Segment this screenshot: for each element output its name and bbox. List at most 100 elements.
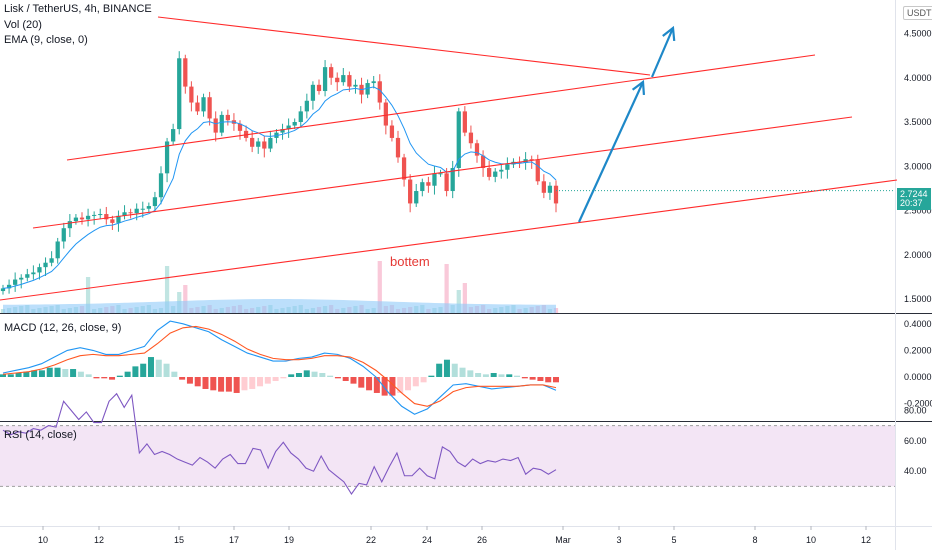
macd-histogram-bar xyxy=(194,377,201,387)
macd-histogram-bar xyxy=(428,375,435,377)
candle-body xyxy=(31,272,36,275)
macd-histogram-bar xyxy=(70,369,77,377)
arrow-up-target-shaft xyxy=(650,27,675,78)
candle-body xyxy=(395,137,401,158)
candle-body xyxy=(371,81,376,84)
macd-histogram-bar xyxy=(163,363,170,377)
candle-body xyxy=(37,267,42,273)
candle-body xyxy=(92,214,97,216)
macd-legend[interactable]: MACD (12, 26, close, 9) xyxy=(4,322,122,334)
candle-body xyxy=(256,141,261,147)
last-price-badge: 2.7244 20:37 xyxy=(897,188,931,210)
macd-histogram-bar xyxy=(62,369,69,377)
currency-badge[interactable]: USDT xyxy=(903,6,932,20)
volume-bar xyxy=(164,266,170,313)
macd-histogram-bar xyxy=(529,377,536,380)
macd-histogram-bar xyxy=(218,377,225,392)
candle-body xyxy=(268,137,273,149)
macd-histogram-bar xyxy=(389,377,396,396)
macd-histogram-bar xyxy=(101,377,108,379)
macd-histogram-bar xyxy=(334,377,341,379)
macd-histogram-bar xyxy=(475,373,482,377)
candle-body xyxy=(6,284,12,289)
macd-histogram-bar xyxy=(381,377,388,396)
macd-histogram-bar xyxy=(7,374,14,377)
ema-line xyxy=(2,86,557,289)
macd-histogram-bar xyxy=(116,375,123,377)
candle-body xyxy=(535,160,540,182)
candle-body xyxy=(183,58,188,87)
macd-histogram-bar xyxy=(140,363,147,377)
macd-histogram-bar xyxy=(257,377,264,387)
vol-legend[interactable]: Vol (20) xyxy=(4,19,42,31)
candle-body xyxy=(195,102,200,112)
candle-body xyxy=(225,114,230,121)
candle-body xyxy=(55,241,60,259)
candle-body xyxy=(49,258,54,263)
macd-histogram-bar xyxy=(506,374,513,377)
trend-line xyxy=(0,179,898,301)
time-tick-label: 15 xyxy=(174,535,184,545)
macd-histogram-bar xyxy=(366,377,373,391)
rsi-legend[interactable]: RSI (14, close) xyxy=(4,429,77,441)
macd-histogram-bar xyxy=(451,363,458,377)
candle-body xyxy=(420,182,425,192)
volume-bar xyxy=(183,285,188,313)
macd-histogram-bar xyxy=(241,377,248,391)
macd-histogram-bar xyxy=(405,377,412,391)
macd-histogram-bar xyxy=(109,377,116,380)
ema-legend[interactable]: EMA (9, close, 0) xyxy=(4,34,88,46)
candle-body xyxy=(365,83,370,95)
arrow-up-target-head xyxy=(662,25,676,42)
candle-body xyxy=(316,84,322,92)
price-tick-label: 4.5000 xyxy=(904,29,932,39)
candle-body xyxy=(468,132,474,144)
candle-body xyxy=(438,173,443,175)
candle-body xyxy=(541,181,546,193)
macd-histogram-bar xyxy=(295,373,302,377)
time-tick-label: 26 xyxy=(477,535,487,545)
macd-histogram-bar xyxy=(23,371,30,377)
macd-histogram-bar xyxy=(443,359,450,377)
macd-histogram-bar xyxy=(233,377,240,393)
macd-histogram-bar xyxy=(155,359,162,377)
macd-histogram-bar xyxy=(124,371,131,377)
macd-histogram-bar xyxy=(537,377,544,381)
time-tick-label: 17 xyxy=(229,535,239,545)
macd-histogram-bar xyxy=(77,371,84,377)
candle-body xyxy=(146,206,151,209)
macd-histogram-bar xyxy=(54,367,61,377)
macd-histogram-bar xyxy=(46,367,53,377)
candle-body xyxy=(250,137,255,147)
macd-tick-label: 0.4000 xyxy=(904,319,932,329)
candle-body xyxy=(13,279,18,285)
time-tick-label: 3 xyxy=(616,535,621,545)
candle-body xyxy=(408,179,413,204)
time-tick-label: 22 xyxy=(366,535,376,545)
trend-line xyxy=(157,16,651,76)
candle-body xyxy=(79,217,85,220)
candle-body xyxy=(462,111,467,133)
candle-body xyxy=(547,185,553,193)
candle-body xyxy=(280,129,285,133)
time-tick-label: Mar xyxy=(555,535,571,545)
candle-body xyxy=(487,168,492,177)
candle-body xyxy=(444,173,449,192)
symbol-legend[interactable]: Lisk / TetherUS, 4h, BINANCE xyxy=(4,3,152,15)
macd-histogram-bar xyxy=(93,377,100,379)
candle-body xyxy=(553,185,559,204)
candle-body xyxy=(529,159,534,161)
macd-histogram-bar xyxy=(38,370,45,377)
volume-bar xyxy=(377,261,382,313)
macd-histogram-bar xyxy=(15,373,22,377)
candle-body xyxy=(432,173,437,186)
candle-body xyxy=(158,173,164,198)
candle-body xyxy=(335,77,340,83)
macd-histogram-bar xyxy=(490,373,497,377)
candle-body xyxy=(25,274,30,278)
candle-body xyxy=(505,164,510,170)
macd-histogram-bar xyxy=(350,377,357,384)
candle-body xyxy=(134,208,139,214)
macd-histogram-bar xyxy=(436,363,443,377)
